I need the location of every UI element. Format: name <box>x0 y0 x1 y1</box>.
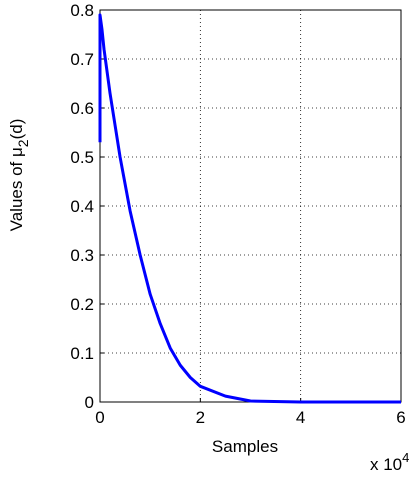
x-tick-label: 6 <box>396 408 405 427</box>
y-label-text: Values of μ <box>7 147 26 231</box>
y-label-subscript: 2 <box>15 139 31 147</box>
y-tick-label: 0.1 <box>70 344 94 363</box>
y-tick-label: 0.2 <box>70 295 94 314</box>
y-tick-label: 0 <box>85 393 94 412</box>
x-multiplier-exponent: 4 <box>402 450 409 465</box>
x-multiplier-base: x 10 <box>370 455 402 474</box>
y-tick-label: 0.4 <box>70 197 94 216</box>
y-tick-label: 0.3 <box>70 246 94 265</box>
x-tick-label: 4 <box>296 408 305 427</box>
x-multiplier: x 104 <box>370 450 409 474</box>
plot-area <box>99 9 402 403</box>
x-tick-label: 0 <box>95 408 104 427</box>
x-tick-label: 2 <box>196 408 205 427</box>
y-tick-label: 0.6 <box>70 99 94 118</box>
y-label-suffix: (d) <box>7 119 26 140</box>
y-axis-label: Values of μ2(d) <box>7 119 31 232</box>
y-tick-label: 0.8 <box>70 1 94 20</box>
x-axis-label: Samples <box>212 437 278 456</box>
y-tick-label: 0.5 <box>70 148 94 167</box>
y-tick-label: 0.7 <box>70 50 94 69</box>
data-line <box>98 13 401 404</box>
